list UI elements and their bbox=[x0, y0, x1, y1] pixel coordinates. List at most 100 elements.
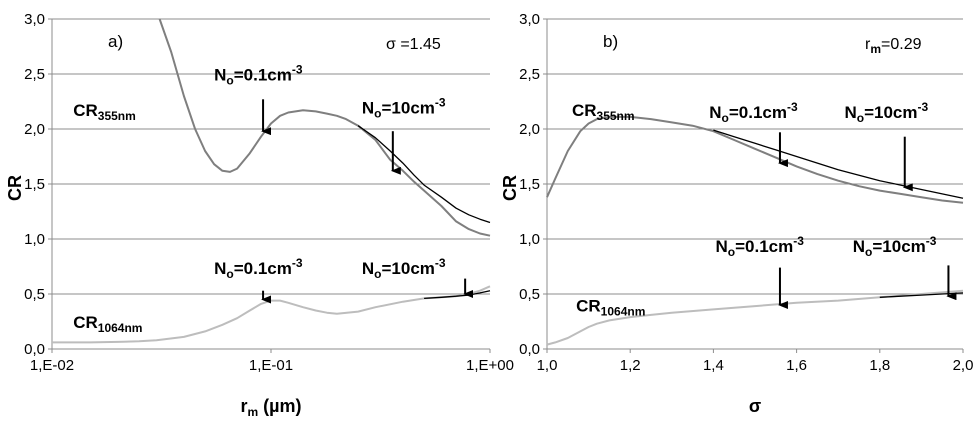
x-tick-label: 1,2 bbox=[620, 357, 641, 374]
y-tick-label: 2,5 bbox=[24, 66, 45, 83]
x-tick-label: 1,E-01 bbox=[249, 357, 293, 374]
curve-label: CR355nm bbox=[572, 101, 635, 123]
x-tick-label: 1,8 bbox=[869, 357, 890, 374]
curve-label-text: CR bbox=[572, 101, 597, 120]
annotation-sub: o bbox=[374, 107, 381, 121]
x-tick-label: 1,E+00 bbox=[466, 357, 514, 374]
panel-label: b) bbox=[603, 32, 618, 51]
parameter-label: rm=0.29 bbox=[865, 36, 922, 56]
parameter-text: r bbox=[865, 36, 871, 53]
y-tick-label: 0,0 bbox=[24, 341, 45, 358]
curve-label: CR1064nm bbox=[73, 313, 142, 335]
annotation-prefix: N bbox=[214, 259, 226, 278]
series-line-3 bbox=[424, 290, 491, 300]
curve-label-text: CR bbox=[576, 297, 601, 316]
series-line-0 bbox=[158, 18, 491, 237]
annotation-body: =10cm bbox=[872, 237, 925, 256]
annotation-sup: -3 bbox=[292, 256, 303, 270]
annotation-prefix: N bbox=[214, 66, 226, 85]
annotation-sup: -3 bbox=[926, 234, 937, 248]
annotation-sub: o bbox=[865, 245, 872, 259]
x-axis-label: rm (µm) bbox=[240, 396, 301, 419]
density-annotation: No=10cm-3 bbox=[844, 100, 928, 125]
density-annotation: No=10cm-3 bbox=[362, 96, 446, 121]
annotation-prefix: N bbox=[853, 237, 865, 256]
curve-label-sub: 1064nm bbox=[601, 305, 646, 319]
y-tick-label: 2,5 bbox=[519, 66, 540, 83]
annotation-sup: -3 bbox=[787, 100, 798, 114]
annotation-sub: o bbox=[226, 267, 233, 281]
annotation-body: =10cm bbox=[382, 99, 435, 118]
x-tick-label: 1,0 bbox=[537, 357, 558, 374]
annotation-sup: -3 bbox=[917, 100, 928, 114]
y-tick-label: 2,0 bbox=[24, 121, 45, 138]
density-annotation: No=0.1cm-3 bbox=[715, 234, 804, 259]
annotation-prefix: N bbox=[844, 103, 856, 122]
y-axis-label: CR bbox=[500, 175, 520, 201]
series-line-1 bbox=[713, 129, 964, 199]
curve-label-text: CR bbox=[73, 101, 98, 120]
x-tick-label: 1,4 bbox=[703, 357, 724, 374]
annotation-prefix: N bbox=[362, 259, 374, 278]
parameter-label: σ =1.45 bbox=[386, 36, 441, 53]
x-tick-label: 2,0 bbox=[953, 357, 974, 374]
annotation-body: =0.1cm bbox=[234, 259, 292, 278]
parameter-text: σ =1.45 bbox=[386, 36, 441, 53]
y-tick-label: 1,0 bbox=[24, 231, 45, 248]
annotation-prefix: N bbox=[715, 237, 727, 256]
y-tick-label: 0,5 bbox=[24, 286, 45, 303]
annotation-sup: -3 bbox=[435, 96, 446, 110]
x-axis-label-sub: m bbox=[247, 405, 258, 419]
panel-label: a) bbox=[108, 32, 123, 51]
annotation-prefix: N bbox=[709, 103, 721, 122]
annotation-sub: o bbox=[722, 111, 729, 125]
annotation-sub: o bbox=[226, 74, 233, 88]
y-tick-label: 0,5 bbox=[519, 286, 540, 303]
parameter-sub: m bbox=[870, 42, 881, 56]
y-tick-label: 3,0 bbox=[519, 11, 540, 28]
density-annotation: No=10cm-3 bbox=[853, 234, 937, 259]
curve-label-sub: 355nm bbox=[597, 109, 635, 123]
y-tick-label: 0,0 bbox=[519, 341, 540, 358]
density-annotation: No=10cm-3 bbox=[362, 256, 446, 281]
annotation-sup: -3 bbox=[435, 256, 446, 270]
x-axis-label: σ bbox=[749, 396, 761, 416]
x-tick-label: 1,6 bbox=[786, 357, 807, 374]
y-tick-label: 1,0 bbox=[519, 231, 540, 248]
annotation-sup: -3 bbox=[292, 63, 303, 77]
annotation-sub: o bbox=[857, 111, 864, 125]
density-annotation: No=0.1cm-3 bbox=[709, 100, 798, 125]
panel-b: 0,0 0,5 1,0 1,5 2,0 2,5 3,0 1,0 1,2 1,4 1,6 1,8 2,0 C… bbox=[500, 11, 973, 416]
curve-label: CR355nm bbox=[73, 101, 136, 123]
series-line-2 bbox=[546, 289, 964, 346]
annotation-sub: o bbox=[374, 267, 381, 281]
parameter-tail: =0.29 bbox=[881, 36, 922, 53]
x-axis-label-text: σ bbox=[749, 396, 761, 416]
annotation-body: =0.1cm bbox=[234, 66, 292, 85]
annotation-body: =0.1cm bbox=[735, 237, 793, 256]
y-axis-label: CR bbox=[5, 175, 25, 201]
annotation-sup: -3 bbox=[793, 234, 804, 248]
curve-label: CR1064nm bbox=[576, 297, 645, 319]
x-tick-label: 1,E-02 bbox=[30, 357, 74, 374]
y-tick-label: 2,0 bbox=[519, 121, 540, 138]
curve-label-sub: 1064nm bbox=[98, 321, 143, 335]
density-annotation: No=0.1cm-3 bbox=[214, 63, 303, 88]
series-line-0 bbox=[546, 115, 964, 204]
x-axis-label-text: r bbox=[240, 396, 247, 416]
annotation-sub: o bbox=[728, 245, 735, 259]
annotation-body: =10cm bbox=[864, 103, 917, 122]
x-axis-label-unit: (µm) bbox=[258, 396, 301, 416]
annotation-prefix: N bbox=[362, 99, 374, 118]
y-tick-label: 1,5 bbox=[24, 176, 45, 193]
annotation-body: =0.1cm bbox=[729, 103, 787, 122]
annotation-body: =10cm bbox=[382, 259, 435, 278]
y-tick-label: 1,5 bbox=[519, 176, 540, 193]
series-line-1 bbox=[357, 125, 491, 224]
y-tick-label: 3,0 bbox=[24, 11, 45, 28]
density-annotation: No=0.1cm-3 bbox=[214, 256, 303, 281]
curve-label-sub: 355nm bbox=[98, 109, 136, 123]
curve-label-text: CR bbox=[73, 313, 98, 332]
panel-a: 0,0 0,5 1,0 1,5 2,0 2,5 3,0 1,E-02 1,E-01 1,E+00 C… bbox=[5, 11, 514, 419]
